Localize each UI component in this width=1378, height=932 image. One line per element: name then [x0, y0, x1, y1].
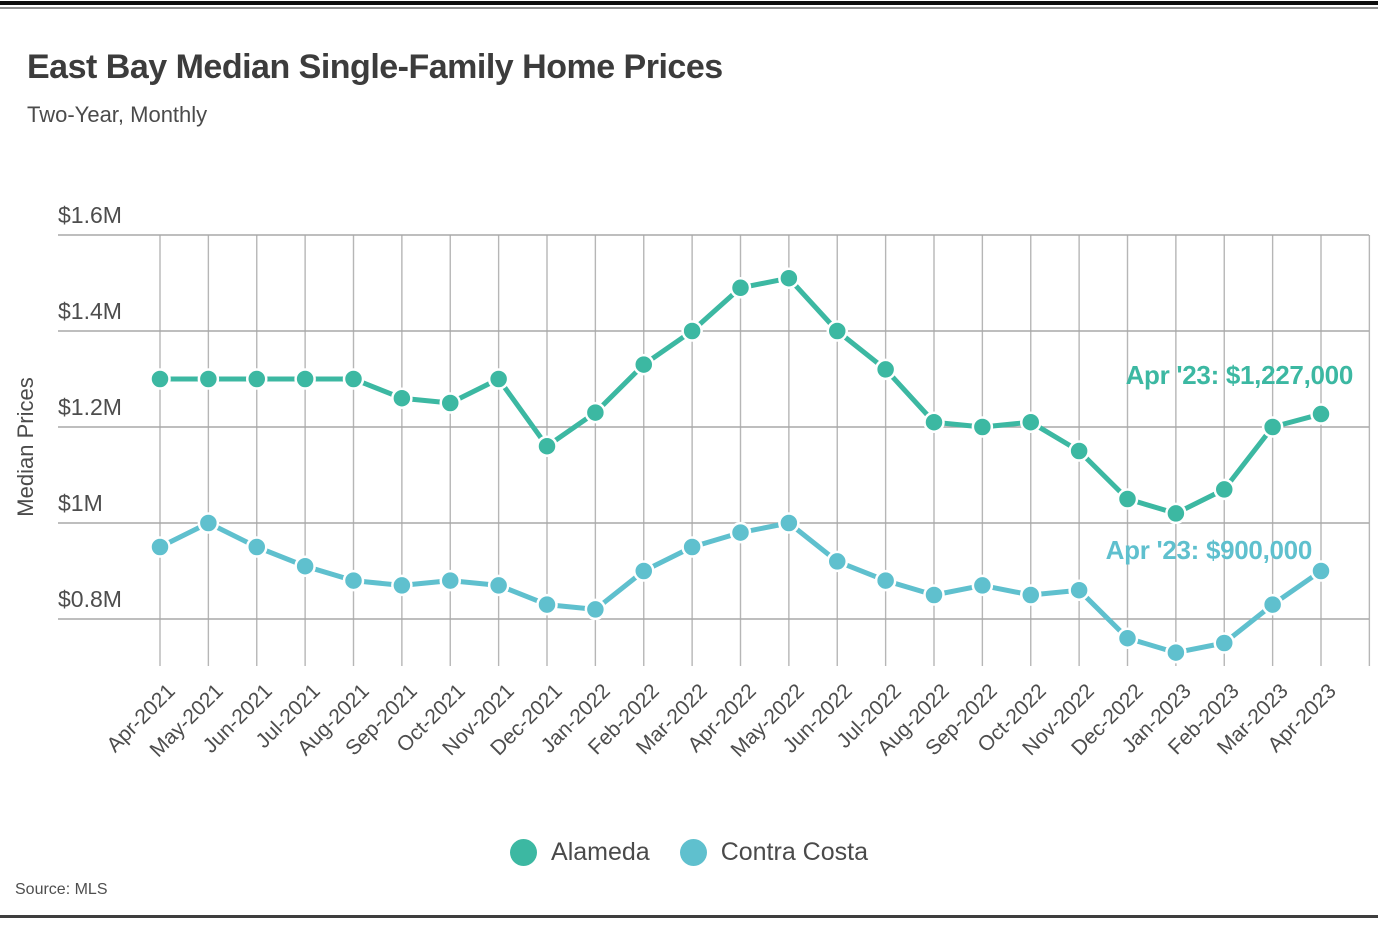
y-tick-label: $1.2M	[58, 394, 122, 420]
data-point-alameda-apr-2021[interactable]	[149, 368, 171, 390]
data-point-alameda-jan-2023[interactable]	[1165, 502, 1187, 525]
data-point-alameda-mar-2023[interactable]	[1261, 416, 1284, 438]
top-border-thin-line	[0, 7, 1378, 9]
top-border-line	[0, 1, 1378, 5]
data-point-contra-costa-nov-2021[interactable]	[487, 574, 510, 597]
data-point-contra-costa-apr-2022[interactable]	[729, 521, 752, 544]
chart-subtitle: Two-Year, Monthly	[27, 102, 208, 127]
data-point-alameda-jan-2022[interactable]	[584, 401, 607, 424]
data-point-alameda-may-2022[interactable]	[778, 267, 800, 289]
data-point-contra-costa-nov-2022[interactable]	[1068, 579, 1090, 601]
data-point-contra-costa-dec-2022[interactable]	[1116, 627, 1139, 649]
data-point-alameda-oct-2021[interactable]	[439, 392, 461, 414]
data-point-contra-costa-may-2021[interactable]	[197, 512, 220, 534]
data-point-contra-costa-feb-2023[interactable]	[1213, 632, 1235, 654]
data-point-contra-costa-jun-2021[interactable]	[246, 536, 268, 558]
data-point-contra-costa-apr-2021[interactable]	[149, 536, 171, 558]
chart-title: East Bay Median Single-Family Home Price…	[27, 48, 723, 86]
data-point-alameda-sep-2021[interactable]	[391, 387, 413, 409]
data-point-contra-costa-oct-2021[interactable]	[439, 569, 461, 592]
legend-marker-alameda-icon	[510, 838, 538, 866]
data-point-contra-costa-apr-2023[interactable]	[1310, 560, 1332, 582]
line-chart-plot	[58, 234, 1371, 666]
data-point-contra-costa-jul-2022[interactable]	[874, 569, 897, 592]
data-point-contra-costa-aug-2021[interactable]	[342, 569, 365, 592]
annotation-alameda: Apr '23: $1,227,000	[1125, 360, 1354, 390]
data-point-alameda-jul-2021[interactable]	[294, 368, 316, 390]
y-tick-label: $0.8M	[58, 586, 122, 612]
data-point-contra-costa-feb-2022[interactable]	[633, 560, 655, 582]
data-point-alameda-aug-2021[interactable]	[342, 368, 365, 390]
data-point-alameda-may-2021[interactable]	[197, 368, 220, 390]
legend-label-alameda: Alameda	[551, 837, 650, 866]
y-tick-label: $1.6M	[58, 202, 122, 228]
data-point-alameda-apr-2023[interactable]	[1310, 403, 1332, 425]
data-point-contra-costa-jan-2023[interactable]	[1165, 641, 1187, 664]
data-point-contra-costa-dec-2021[interactable]	[536, 593, 558, 616]
data-point-alameda-jul-2022[interactable]	[874, 358, 897, 381]
y-tick-label: $1.4M	[58, 298, 122, 324]
data-point-alameda-dec-2021[interactable]	[536, 435, 558, 457]
data-point-alameda-jun-2022[interactable]	[826, 320, 848, 342]
legend-item-alameda[interactable]: Alameda	[510, 838, 650, 867]
data-point-contra-costa-sep-2021[interactable]	[391, 574, 413, 597]
bottom-border-line	[0, 915, 1378, 918]
legend: Alameda Contra Costa	[0, 833, 1378, 871]
data-point-contra-costa-mar-2023[interactable]	[1261, 593, 1284, 616]
data-point-alameda-aug-2022[interactable]	[923, 411, 945, 433]
data-point-alameda-nov-2022[interactable]	[1068, 440, 1090, 462]
data-point-contra-costa-sep-2022[interactable]	[971, 574, 994, 597]
data-point-contra-costa-oct-2022[interactable]	[1020, 584, 1042, 606]
data-point-contra-costa-aug-2022[interactable]	[923, 584, 945, 606]
legend-marker-contra-costa-icon	[679, 838, 707, 866]
data-point-alameda-mar-2022[interactable]	[681, 320, 703, 342]
legend-item-contra-costa[interactable]: Contra Costa	[679, 837, 868, 867]
data-point-contra-costa-jan-2022[interactable]	[584, 598, 607, 621]
legend-label-contra-costa: Contra Costa	[720, 837, 868, 866]
data-point-alameda-sep-2022[interactable]	[971, 416, 994, 438]
data-point-alameda-feb-2023[interactable]	[1213, 478, 1235, 501]
annotation-contra-costa: Apr '23: $900,000	[1105, 535, 1313, 565]
data-point-alameda-dec-2022[interactable]	[1116, 488, 1139, 510]
data-point-contra-costa-jul-2021[interactable]	[294, 555, 316, 577]
data-point-contra-costa-jun-2022[interactable]	[826, 550, 848, 573]
source-note: Source: MLS	[15, 881, 108, 898]
data-point-alameda-jun-2021[interactable]	[246, 368, 268, 390]
data-point-alameda-apr-2022[interactable]	[729, 277, 752, 299]
data-point-alameda-oct-2022[interactable]	[1020, 411, 1042, 433]
y-tick-label: $1M	[58, 490, 103, 516]
data-point-contra-costa-mar-2022[interactable]	[681, 536, 703, 558]
data-point-alameda-nov-2021[interactable]	[487, 368, 510, 390]
data-point-alameda-feb-2022[interactable]	[633, 353, 655, 376]
data-point-contra-costa-may-2022[interactable]	[778, 512, 800, 534]
